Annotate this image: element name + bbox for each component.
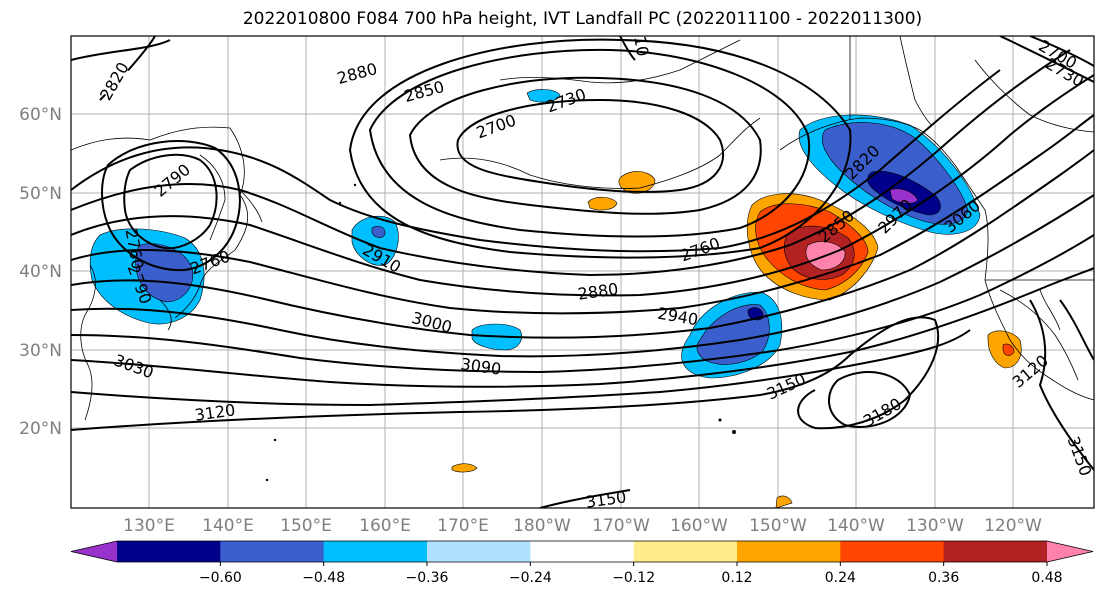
colorbar-tick-label: −0.36 — [406, 570, 449, 586]
lon-label: 150°W — [749, 516, 807, 536]
colorbar-tick-label: −0.60 — [199, 570, 242, 586]
colorbar-swatch — [530, 541, 635, 562]
lon-label: 140°E — [202, 516, 254, 536]
coastlines — [71, 36, 1094, 421]
lat-label: 20°N — [19, 419, 62, 439]
lat-label: 60°N — [19, 105, 62, 125]
colorbar-tick-label: 0.12 — [721, 570, 752, 586]
colorbar-swatch — [71, 541, 117, 562]
lon-label: 160°E — [359, 516, 411, 536]
lat-labels: 60°N 50°N 40°N 30°N 20°N — [19, 105, 62, 439]
map-title: 2022010800 F084 700 hPa height, IVT Land… — [242, 9, 923, 29]
lat-label: 30°N — [19, 341, 62, 361]
colorbar: −0.60 −0.48 −0.36 −0.24 −0.12 0.12 0.24 0.36 0.4… — [70, 540, 1094, 586]
lon-label: 170°W — [592, 516, 650, 536]
lat-label: 40°N — [19, 262, 62, 282]
lon-label: 120°W — [984, 516, 1042, 536]
lon-label: 140°W — [827, 516, 885, 536]
contour-label: 2910 — [627, 14, 653, 57]
colorbar-swatch — [633, 541, 738, 562]
map-frame — [70, 35, 1095, 509]
lon-labels: 130°E 140°E 150°E 160°E 170°E 180°W 170°… — [123, 516, 1042, 536]
islands — [265, 183, 736, 482]
colorbar-swatch — [117, 541, 221, 562]
colorbar-tick-label: 0.48 — [1031, 570, 1062, 586]
lon-label: 130°W — [906, 516, 964, 536]
lon-label: 170°E — [437, 516, 489, 536]
colorbar-swatch — [840, 541, 945, 562]
colorbar-swatch — [943, 541, 1048, 562]
colorbar-swatch — [323, 541, 428, 562]
map-panel: 2820 2880 2850 2730 2700 2790 2760 2910 … — [71, 14, 1094, 511]
lon-label: 160°W — [670, 516, 728, 536]
colorbar-tick-label: 0.36 — [928, 570, 959, 586]
lat-label: 50°N — [19, 184, 62, 204]
colorbar-swatch — [220, 541, 325, 562]
lon-label: 150°E — [280, 516, 332, 536]
colorbar-tick-label: −0.24 — [509, 570, 552, 586]
height-contours — [71, 36, 1094, 508]
colorbar-swatch — [1047, 541, 1093, 562]
colorbar-tick-label: 0.24 — [825, 570, 856, 586]
colorbar-outline — [70, 540, 1094, 563]
colorbar-swatch — [737, 541, 841, 562]
colorbar-tick-label: −0.12 — [612, 570, 655, 586]
lon-label: 130°E — [123, 516, 175, 536]
colorbar-swatch — [427, 541, 531, 562]
contour-label: 3150 — [585, 487, 628, 511]
lon-label: 180°W — [513, 516, 571, 536]
colorbar-tick-label: −0.48 — [302, 570, 345, 586]
